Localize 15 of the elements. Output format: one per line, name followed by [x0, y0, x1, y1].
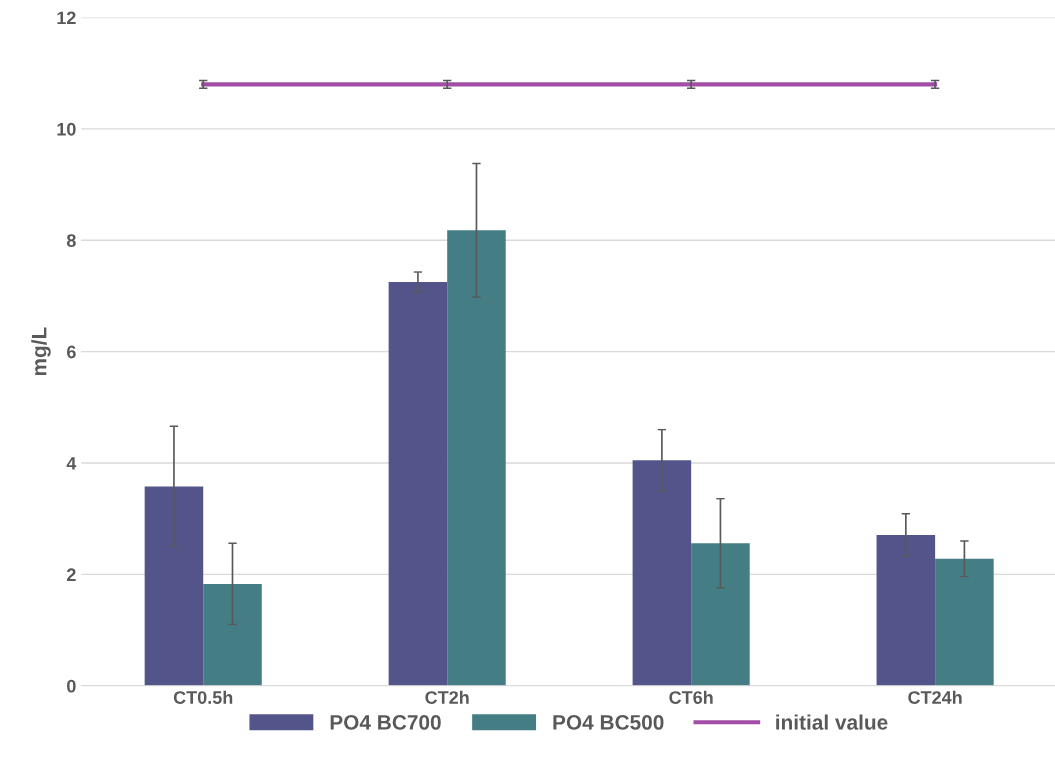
- y-tick-label: 2: [66, 568, 76, 581]
- legend-label: initial value: [776, 714, 888, 730]
- legend-label: PO4 BC700: [330, 715, 441, 730]
- y-tick-label: 6: [66, 345, 76, 359]
- y-tick-label: 10: [57, 122, 76, 136]
- x-tick-label: CT6h: [669, 690, 713, 704]
- y-tick-label: 8: [66, 234, 76, 247]
- y-axis-title: mg/L: [31, 327, 51, 376]
- x-tick-label: CT2h: [425, 690, 469, 704]
- y-tick-label: 0: [67, 679, 76, 693]
- x-tick-label: CT24h: [908, 690, 962, 704]
- y-tick-label: 12: [57, 11, 76, 25]
- x-tick-label: CT0.5h: [173, 690, 233, 704]
- y-tick-label: 4: [66, 457, 77, 470]
- legend-label: PO4 BC500: [553, 715, 664, 730]
